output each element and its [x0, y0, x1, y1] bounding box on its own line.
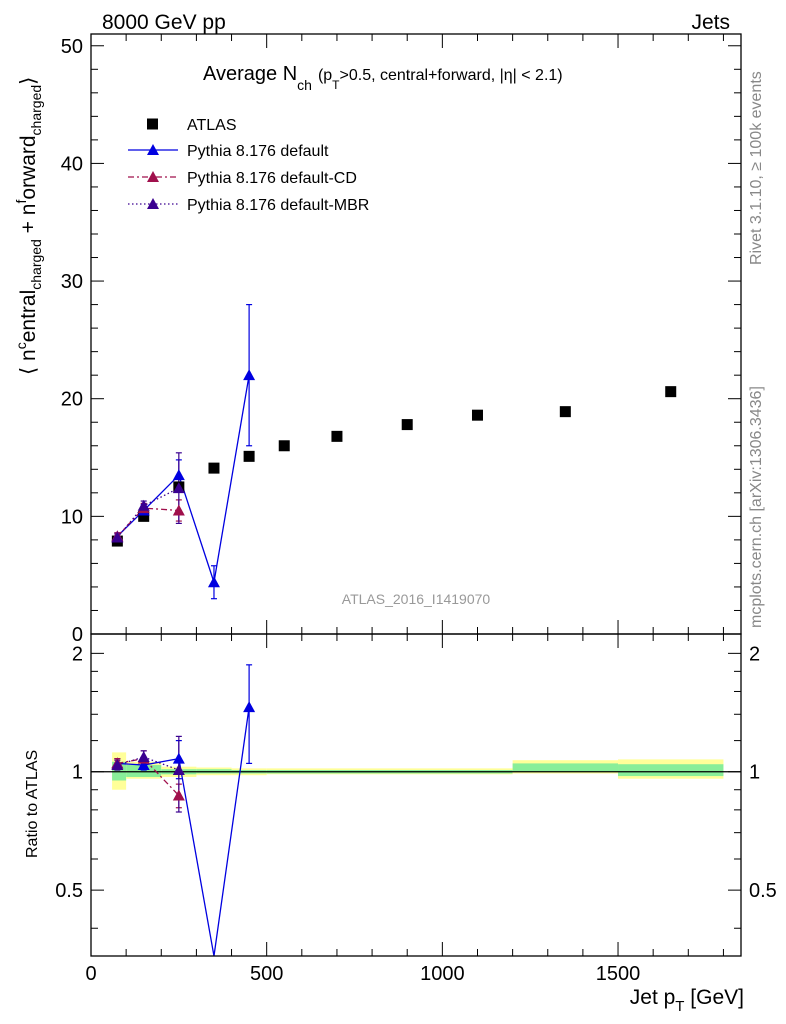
ratio-point — [172, 789, 185, 801]
ratio-y-tick-label-right: 0.5 — [749, 880, 777, 902]
legend-label: Pythia 8.176 default-CD — [187, 170, 357, 187]
title-cond-1: (p — [318, 67, 332, 84]
data-point-pythia — [243, 369, 256, 381]
ratio-point — [243, 701, 256, 713]
ratio-markers — [111, 701, 256, 801]
data-point-pythia — [172, 482, 185, 494]
ratio-y-axis-label: Ratio to ATLAS — [24, 750, 41, 858]
data-point-atlas — [665, 386, 677, 398]
y-tick-label: 20 — [61, 389, 83, 411]
y-tick-label: 40 — [61, 153, 83, 175]
main-tick-labels: 0 10 20 30 40 50 — [61, 36, 83, 646]
ylabel-sub-2: charged — [28, 85, 44, 136]
title-main: Average N — [203, 63, 297, 85]
data-point-atlas — [471, 409, 483, 421]
ratio-plot: 0 500 1000 1500 0.5 0.5 1 1 2 2 — [55, 633, 777, 985]
plot-title: Average Nch (pT>0.5, central+forward, |η|… — [203, 63, 563, 93]
ratio-y-tick-label: 2 — [72, 643, 83, 665]
ratio-frame — [90, 633, 742, 957]
legend-marker — [147, 144, 159, 155]
ratio-band-inner — [618, 764, 724, 777]
ratio-y-tick-label: 1 — [72, 762, 83, 784]
main-y-axis-label: ⟨ ncentralcharged + nforwardcharged⟩ — [13, 77, 44, 375]
data-point-pythia — [111, 531, 124, 543]
title-cond-1-sub: T — [332, 78, 340, 92]
data-point-pythia — [207, 576, 220, 588]
data-point-atlas — [243, 450, 255, 462]
data-point-atlas — [559, 406, 571, 418]
data-point-atlas — [208, 462, 220, 474]
ratio-y-tick-label-right: 1 — [749, 762, 760, 784]
energy-label: 8000 GeV pp — [102, 11, 226, 34]
ratio-y-tick-label: 0.5 — [55, 880, 83, 902]
process-label: Jets — [691, 11, 730, 34]
ylabel-plus: + n — [17, 204, 40, 240]
ratio-y-tick-label-right: 2 — [749, 643, 760, 665]
data-point-pythia — [137, 499, 150, 511]
x-tick-label: 0 — [85, 963, 96, 985]
ratio-point — [172, 752, 185, 764]
ylabel-sup-1: c — [13, 342, 29, 349]
ratio-point — [137, 751, 150, 763]
ratio-band-inner — [512, 763, 619, 772]
ylabel-close: ⟩ — [17, 77, 40, 85]
y-tick-label: 0 — [72, 624, 83, 646]
x-tick-label: 1500 — [596, 963, 641, 985]
ylabel-sup-2: f — [13, 200, 29, 204]
analysis-watermark: ATLAS_2016_I1419070 — [342, 591, 491, 607]
y-tick-label: 50 — [61, 36, 83, 58]
rivet-version-label: Rivet 3.1.10, ≥ 100k events — [748, 71, 765, 265]
ratio-line-1 — [117, 757, 180, 796]
ratio-line-2 — [117, 756, 180, 771]
ylabel-part-1: entral — [17, 290, 40, 343]
data-point-atlas — [138, 510, 150, 522]
ylabel-part-2: orward — [17, 135, 40, 199]
ratio-band-inner — [126, 765, 162, 777]
ylabel-sub-1: charged — [28, 239, 44, 290]
ylabel-open: ⟨ n — [17, 349, 40, 375]
ratio-point — [111, 759, 124, 771]
ratio-ticks — [90, 634, 741, 956]
xlabel-main: Jet p — [630, 986, 676, 1009]
y-tick-label: 30 — [61, 271, 83, 293]
x-axis-label: Jet pT [GeV] — [630, 986, 744, 1015]
data-point-atlas — [278, 440, 290, 452]
title-main-sub: ch — [297, 77, 312, 93]
data-point-atlas — [331, 430, 343, 442]
y-tick-label: 10 — [61, 506, 83, 528]
legend-marker — [147, 171, 159, 182]
data-point-pythia — [172, 469, 185, 481]
main-plot: 0 10 20 30 40 50 — [61, 33, 742, 646]
legend-label: Pythia 8.176 default — [187, 143, 329, 160]
legend-marker — [147, 118, 158, 130]
legend-marker — [147, 198, 159, 209]
main-markers — [111, 369, 677, 588]
legend: ATLAS Pythia 8.176 default Pythia 8.176 de… — [128, 117, 369, 214]
x-tick-label: 1000 — [420, 963, 465, 985]
legend-label: ATLAS — [187, 117, 237, 134]
ratio-tick-labels: 0 500 1000 1500 0.5 0.5 1 1 2 2 — [55, 643, 777, 985]
legend-label: Pythia 8.176 default-MBR — [187, 197, 369, 214]
data-point-pythia — [172, 504, 185, 516]
ratio-point — [172, 764, 185, 776]
x-tick-label: 500 — [250, 963, 283, 985]
xlabel-unit: [GeV] — [684, 986, 744, 1009]
data-point-atlas — [401, 419, 413, 431]
xlabel-sub: T — [675, 998, 684, 1015]
ratio-point — [137, 759, 150, 771]
source-label: mcplots.cern.ch [arXiv:1306.3436] — [748, 386, 765, 628]
title-cond-2: >0.5, central+forward, |η| < 2.1) — [340, 67, 563, 84]
